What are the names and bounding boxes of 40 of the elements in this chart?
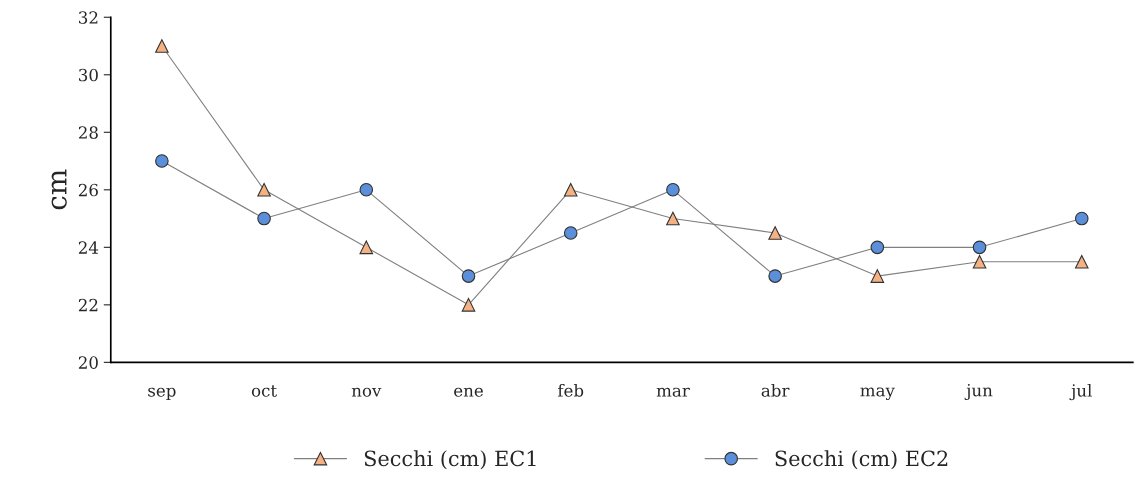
point [461, 269, 476, 283]
y-tick-label: 28 [78, 126, 98, 139]
point [563, 226, 578, 240]
y-tick-label: 20 [78, 356, 98, 369]
x-tick-label: sep [148, 387, 176, 401]
y-tick-label: 24 [78, 241, 99, 254]
point [666, 211, 680, 226]
legend-label: Secchi (cm) EC2 [775, 450, 948, 470]
point [257, 183, 271, 197]
point [563, 183, 578, 197]
point [1074, 254, 1089, 269]
x-tick-label: feb [557, 383, 584, 397]
point [666, 183, 680, 197]
point [870, 269, 885, 283]
x-tick-label: nov [351, 387, 382, 397]
legend-label: Secchi (cm) EC1 [364, 450, 536, 470]
x-tick-label: ene [454, 387, 483, 397]
x-tick-label: may [860, 387, 895, 401]
point [461, 298, 476, 312]
point [768, 226, 782, 240]
x-tick-label: jul [1069, 383, 1092, 401]
point [972, 240, 987, 255]
point [870, 240, 885, 255]
point [1074, 211, 1089, 226]
y-tick-label: 26 [78, 183, 98, 197]
y-tick-label: 22 [78, 298, 98, 312]
y-axis-title: cm [51, 169, 67, 210]
point [359, 183, 374, 197]
y-tick-label: 30 [79, 68, 98, 82]
x-tick-label: abr [761, 383, 790, 397]
y-tick-label: 32 [79, 11, 98, 24]
point [768, 269, 782, 283]
x-tick-label: jun [964, 384, 993, 401]
x-tick-label: oct [251, 385, 277, 397]
point [155, 39, 169, 53]
point [359, 240, 374, 255]
point [257, 211, 271, 226]
point [972, 254, 987, 269]
point [155, 154, 169, 168]
x-tick-label: mar [656, 387, 690, 397]
